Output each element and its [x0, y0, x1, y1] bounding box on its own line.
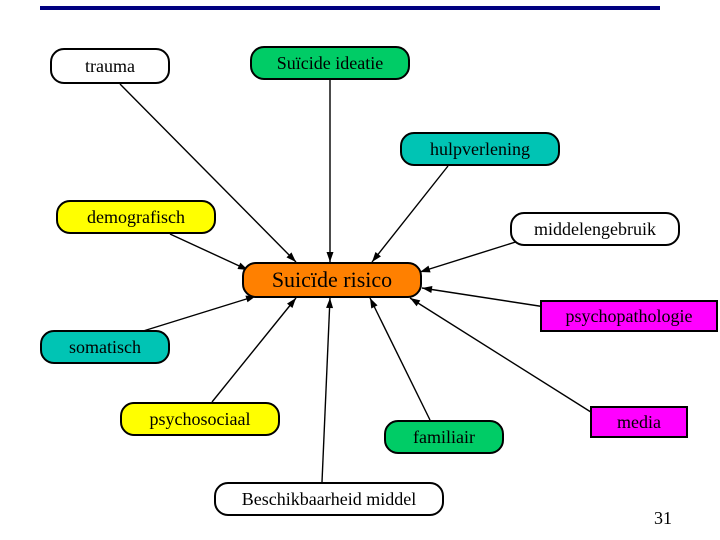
node-somatisch: somatisch [40, 330, 170, 364]
node-demografisch: demografisch [56, 200, 216, 234]
node-label: media [617, 412, 661, 433]
node-psychopathologie: psychopathologie [540, 300, 718, 332]
node-label: trauma [85, 56, 135, 77]
node-label: somatisch [69, 337, 141, 358]
node-label: hulpverlening [430, 139, 530, 160]
node-label: Beschikbaarheid middel [242, 489, 416, 510]
node-middelengebruik: middelengebruik [510, 212, 680, 246]
node-suicide-ideatie: Suïcide ideatie [250, 46, 410, 80]
node-media: media [590, 406, 688, 438]
node-familiair: familiair [384, 420, 504, 454]
node-hulpverlening: hulpverlening [400, 132, 560, 166]
node-beschikbaarheid: Beschikbaarheid middel [214, 482, 444, 516]
node-label: Suïcide ideatie [277, 53, 383, 74]
node-psychosociaal: psychosociaal [120, 402, 280, 436]
page-number: 31 [654, 508, 672, 529]
node-suicide-risico: Suicïde risico [242, 262, 422, 298]
node-trauma: trauma [50, 48, 170, 84]
title-underline [40, 6, 660, 10]
node-label: middelengebruik [534, 219, 656, 240]
node-label: psychosociaal [150, 409, 251, 430]
page-number-value: 31 [654, 508, 672, 528]
node-label: Suicïde risico [272, 267, 392, 293]
node-label: psychopathologie [566, 306, 693, 327]
node-label: familiair [413, 427, 475, 448]
node-label: demografisch [87, 207, 185, 228]
